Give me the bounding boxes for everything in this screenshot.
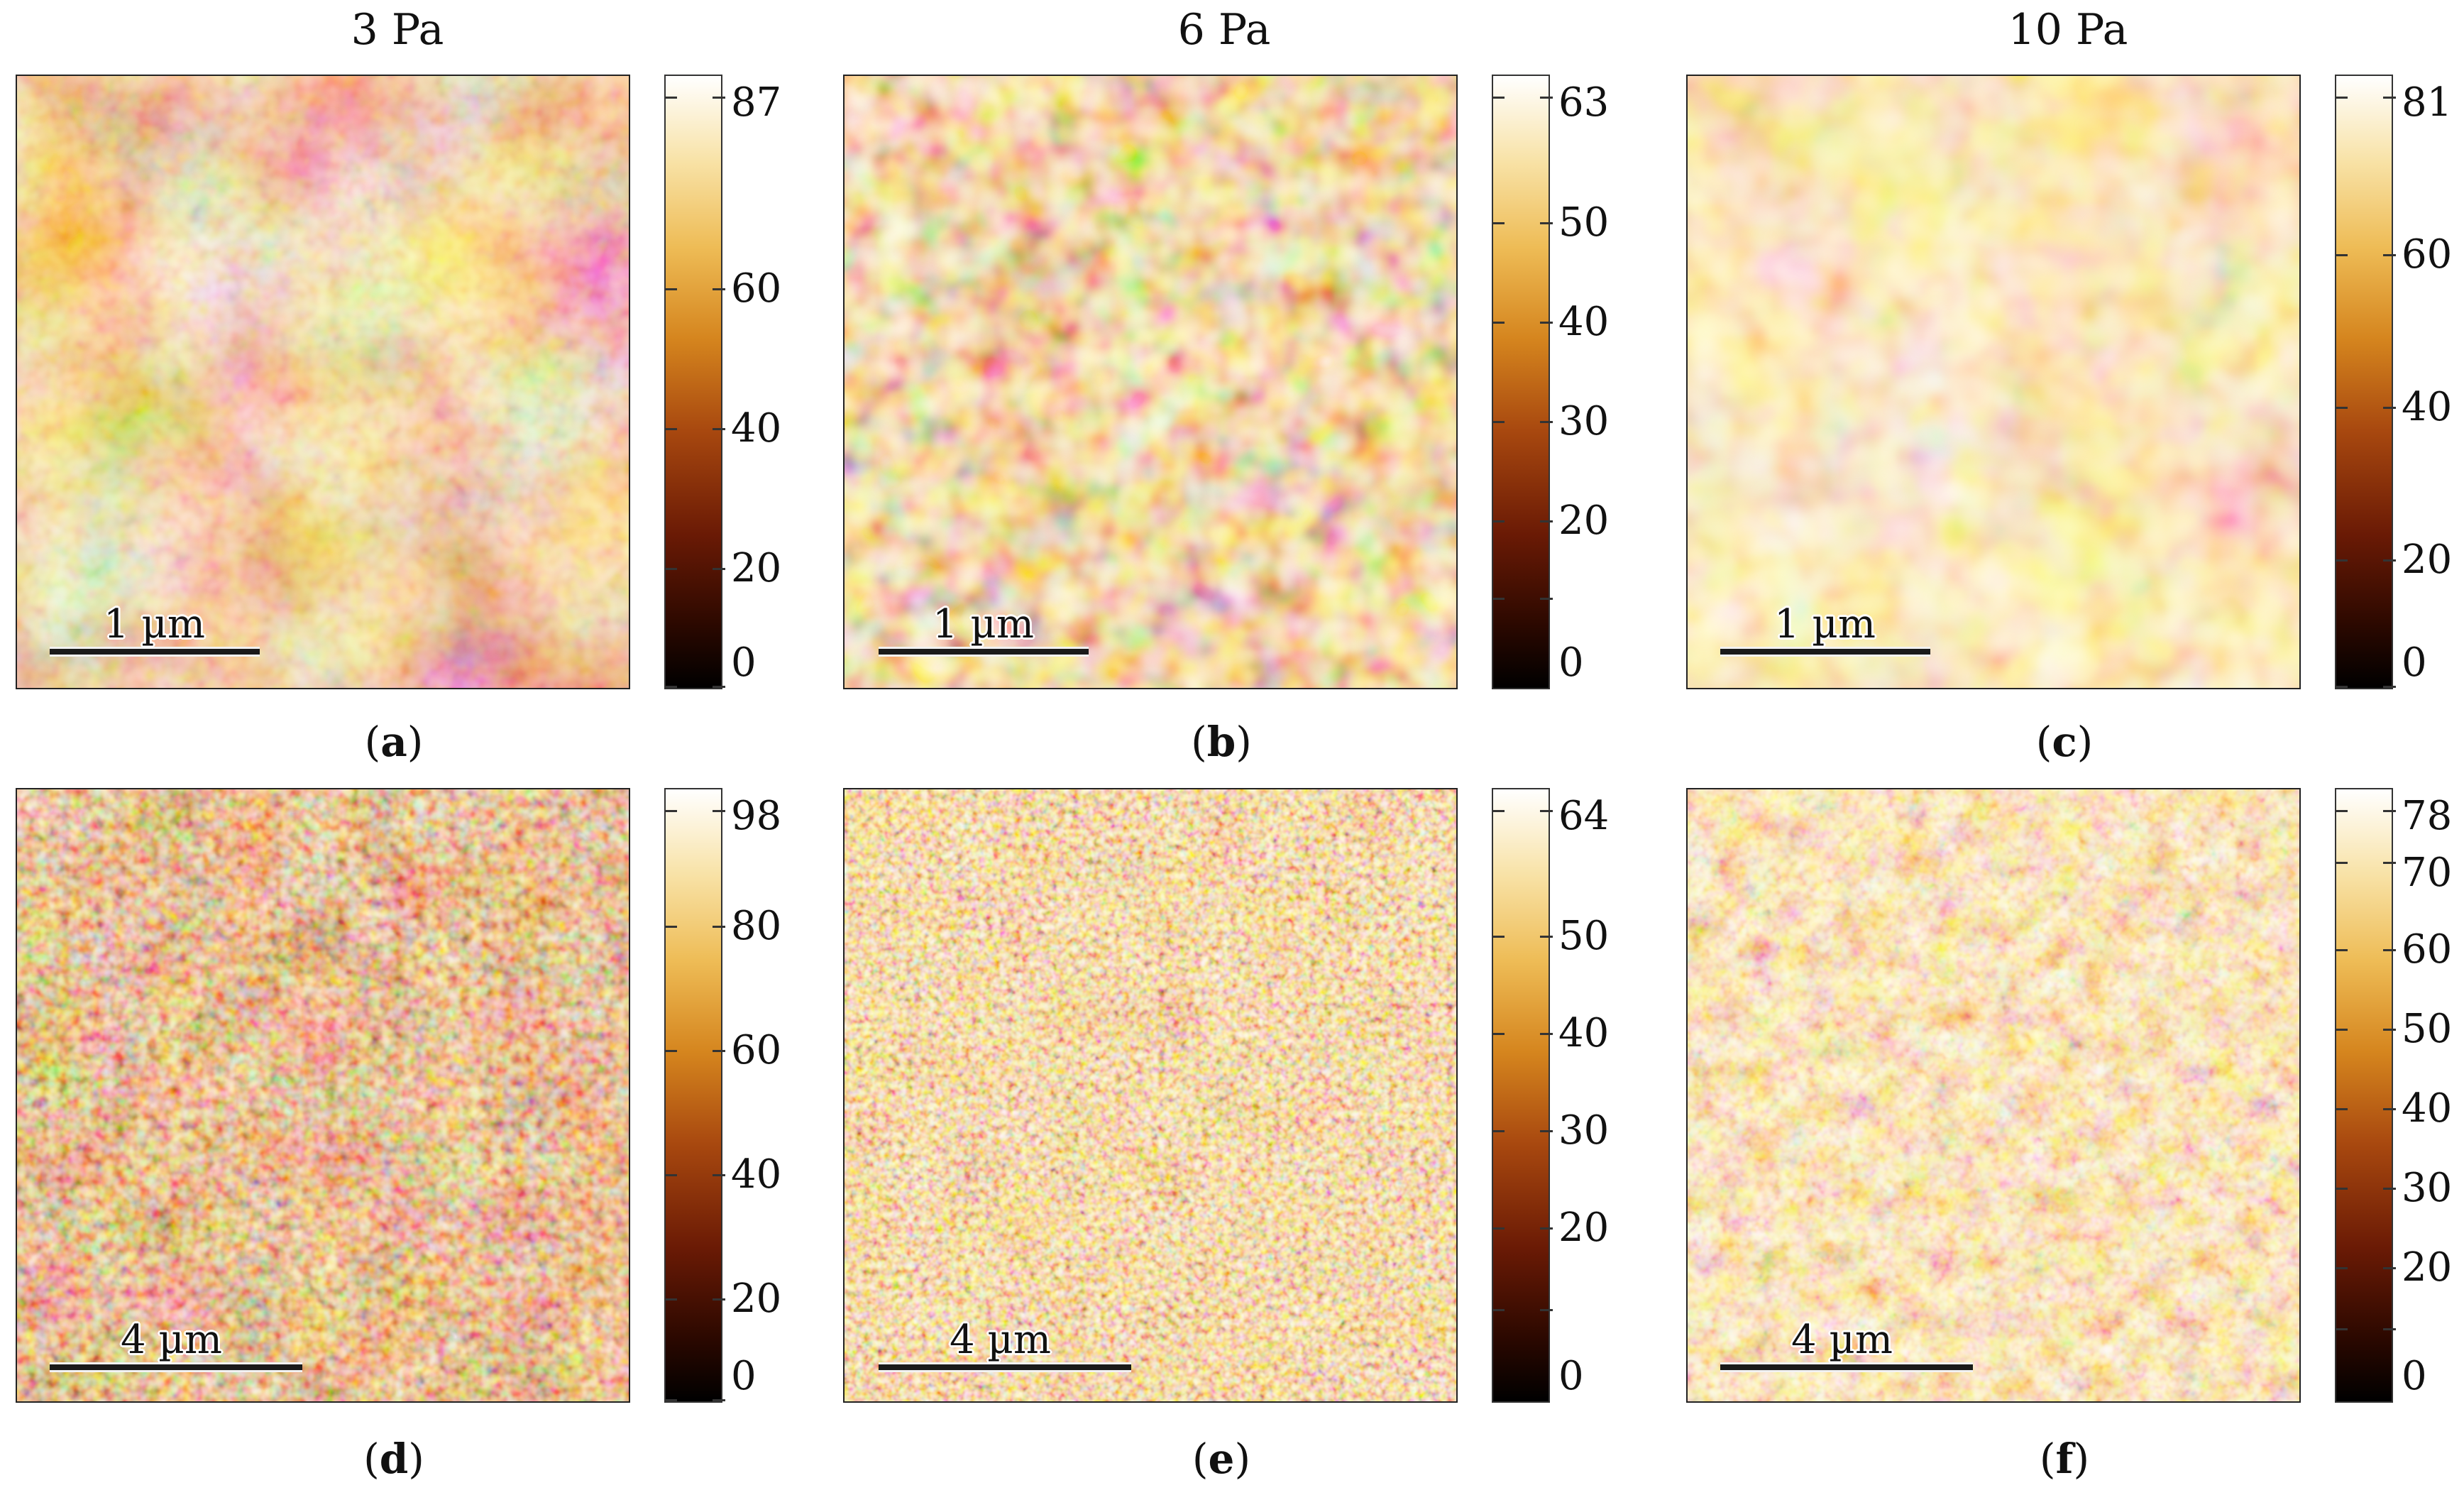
colorbar-f-tick-20: 20 — [2402, 1244, 2453, 1291]
caption-c: (c) — [2035, 718, 2094, 766]
colorbar-b-tick-40: 40 — [1558, 299, 1610, 345]
colorbar-a-tick-40: 40 — [731, 405, 782, 451]
colorbar-b: 63 50 40 30 20 0 — [1492, 75, 1609, 689]
scale-bar-f — [1720, 1362, 1973, 1372]
colorbar-d-tick-80: 80 — [731, 903, 782, 949]
scale-bar-e — [879, 1362, 1131, 1372]
scale-label-c: 1 µm — [1774, 601, 1876, 647]
colorbar-f-tick-0: 0 — [2402, 1353, 2427, 1399]
scale-bar-b — [879, 647, 1089, 657]
colorbar-b-tick-50: 50 — [1558, 199, 1610, 246]
afm-image-d — [16, 788, 630, 1403]
colorbar-b-tick-63: 63 — [1558, 80, 1610, 126]
colorbar-e: 64 50 40 30 20 0 — [1492, 788, 1609, 1403]
column-title-3pa: 3 Pa — [351, 5, 444, 55]
scale-label-a: 1 µm — [104, 601, 205, 647]
colorbar-d-tick-98: 98 — [731, 793, 782, 839]
colorbar-c-tick-60: 60 — [2402, 231, 2453, 278]
colorbar-e-tick-30: 30 — [1558, 1107, 1610, 1154]
scale-label-f: 4 µm — [1791, 1317, 1893, 1363]
colorbar-f-tick-30: 30 — [2402, 1165, 2453, 1211]
colorbar-c-tick-81: 81 — [2402, 80, 2453, 126]
afm-image-c — [1686, 75, 2301, 689]
colorbar-f-tick-70: 70 — [2402, 850, 2453, 896]
colorbar-e-tick-20: 20 — [1558, 1205, 1610, 1251]
colorbar-b-tick-20: 20 — [1558, 498, 1610, 544]
colorbar-d: 98 80 60 40 20 0 — [664, 788, 781, 1403]
colorbar-c-tick-40: 40 — [2402, 384, 2453, 430]
afm-image-b — [843, 75, 1458, 689]
colorbar-d-tick-60: 60 — [731, 1027, 782, 1073]
colorbar-e-tick-0: 0 — [1558, 1353, 1584, 1399]
column-title-10pa: 10 Pa — [2008, 5, 2128, 55]
colorbar-b-tick-0: 0 — [1558, 640, 1584, 686]
colorbar-e-tick-40: 40 — [1558, 1010, 1610, 1056]
colorbar-f: 78 70 60 50 40 30 20 0 — [2335, 788, 2452, 1403]
colorbar-d-tick-20: 20 — [731, 1276, 782, 1322]
colorbar-f-tick-78: 78 — [2402, 793, 2453, 839]
caption-e: (e) — [1192, 1435, 1251, 1483]
column-title-6pa: 6 Pa — [1177, 5, 1271, 55]
caption-f: (f) — [2039, 1435, 2090, 1483]
scale-label-d: 4 µm — [121, 1317, 222, 1363]
colorbar-c-tick-20: 20 — [2402, 537, 2453, 583]
colorbar-c: 81 60 40 20 0 — [2335, 75, 2452, 689]
afm-image-a — [16, 75, 630, 689]
colorbar-e-tick-50: 50 — [1558, 913, 1610, 959]
scale-bar-a — [50, 647, 260, 657]
caption-b: (b) — [1191, 718, 1252, 766]
colorbar-d-tick-0: 0 — [731, 1353, 757, 1399]
caption-a: (a) — [364, 718, 424, 766]
colorbar-a-tick-87: 87 — [731, 80, 782, 126]
afm-image-f — [1686, 788, 2301, 1403]
colorbar-d-tick-40: 40 — [731, 1151, 782, 1198]
colorbar-f-tick-40: 40 — [2402, 1085, 2453, 1132]
colorbar-c-tick-0: 0 — [2402, 640, 2427, 686]
colorbar-a-tick-20: 20 — [731, 545, 782, 591]
colorbar-b-tick-30: 30 — [1558, 398, 1610, 444]
colorbar-e-tick-64: 64 — [1558, 793, 1610, 839]
scale-bar-c — [1720, 647, 1930, 657]
colorbar-a-tick-60: 60 — [731, 265, 782, 312]
colorbar-f-tick-50: 50 — [2402, 1006, 2453, 1052]
colorbar-a: 87 60 40 20 0 — [664, 75, 781, 689]
scale-label-b: 1 µm — [933, 601, 1034, 647]
afm-image-e — [843, 788, 1458, 1403]
colorbar-f-tick-60: 60 — [2402, 926, 2453, 973]
colorbar-a-tick-0: 0 — [731, 640, 757, 686]
scale-label-e: 4 µm — [950, 1317, 1051, 1363]
caption-d: (d) — [363, 1435, 424, 1483]
scale-bar-d — [50, 1362, 302, 1372]
